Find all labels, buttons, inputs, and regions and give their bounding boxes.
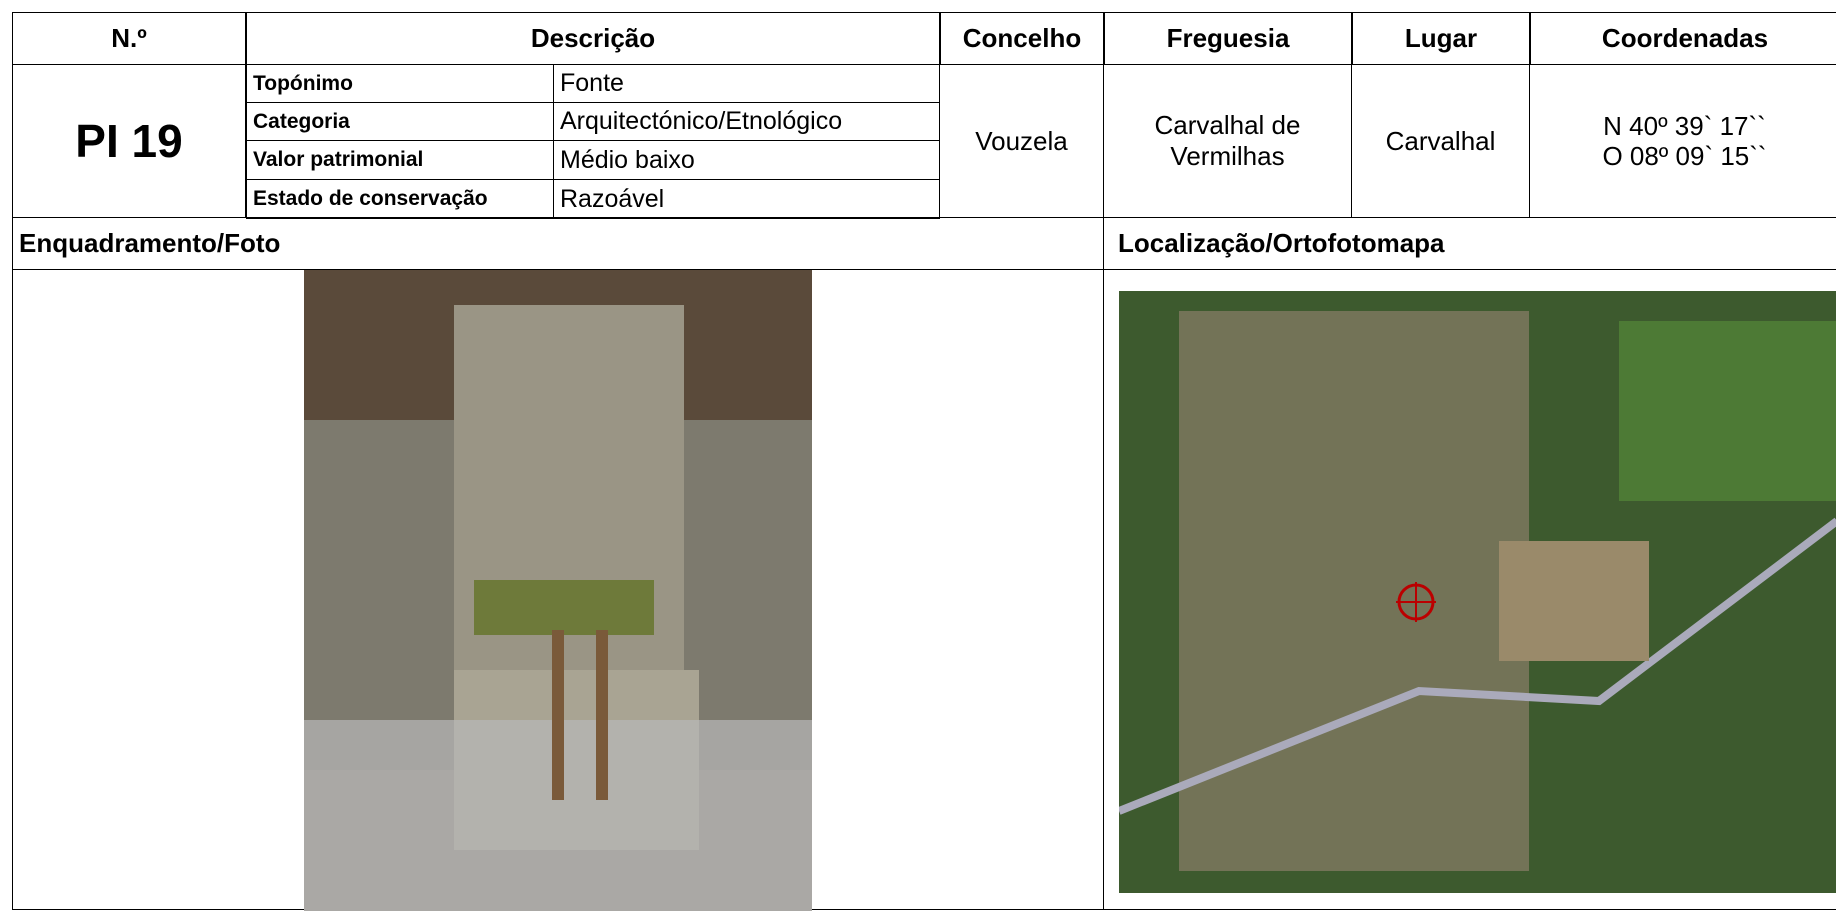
header-cell: N.º [12,12,246,65]
lugar: Carvalhal [1351,64,1530,218]
field-value: Fonte [553,64,940,103]
record-number: PI 19 [12,64,246,218]
header-cell: Coordenadas [1530,12,1836,65]
coordinate: N 40º 39` 17`` [1603,111,1766,141]
field-label: Topónimo [246,64,554,103]
header-cell: Descrição [246,12,940,65]
header-cell: Concelho [940,12,1104,65]
photo-frame [12,269,1104,911]
field-value: Razoável [553,179,940,219]
field-label: Valor patrimonial [246,140,554,180]
field-value: Médio baixo [553,140,940,180]
header-cell: Freguesia [1104,12,1352,65]
header-cell: Lugar [1352,12,1530,65]
orthophoto-map [1119,291,1836,893]
section-title: Enquadramento/Foto [12,217,1104,270]
coordinate: O 08º 09` 15`` [1602,141,1767,171]
field-value: Arquitectónico/Etnológico [553,102,940,141]
field-label: Categoria [246,102,554,141]
freguesia: Carvalhal de Vermilhas [1103,64,1352,218]
section-title: Localização/Ortofotomapa [1103,217,1836,270]
field-label: Estado de conservação [246,179,554,219]
coordenadas: N 40º 39` 17`` O 08º 09` 15`` [1529,64,1836,218]
photo [304,270,812,911]
concelho: Vouzela [939,64,1104,218]
map-frame [1103,269,1836,910]
